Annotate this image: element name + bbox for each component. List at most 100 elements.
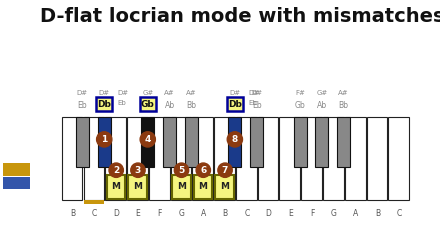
FancyBboxPatch shape	[227, 97, 243, 111]
Text: 1: 1	[101, 135, 107, 144]
Text: G: G	[179, 209, 184, 218]
Circle shape	[174, 163, 189, 177]
Text: D-flat locrian mode with mismatches: D-flat locrian mode with mismatches	[40, 7, 440, 26]
Text: D#: D#	[251, 90, 262, 96]
Bar	[127, 117, 148, 200]
Bar	[62, 117, 82, 200]
Text: G#: G#	[142, 90, 154, 96]
Text: Ab: Ab	[165, 101, 175, 110]
Circle shape	[97, 132, 112, 147]
Circle shape	[109, 163, 123, 177]
Text: M: M	[220, 182, 229, 191]
Text: A#: A#	[186, 90, 197, 96]
Text: M: M	[133, 182, 142, 191]
Circle shape	[140, 132, 155, 147]
Bar	[128, 175, 147, 198]
Bar	[236, 117, 257, 200]
Text: 8: 8	[232, 135, 238, 144]
Text: Gb: Gb	[295, 101, 305, 110]
Circle shape	[218, 163, 232, 177]
Text: A: A	[201, 209, 206, 218]
FancyBboxPatch shape	[140, 97, 156, 111]
Bar	[192, 117, 213, 200]
Bar	[149, 117, 169, 200]
Bar	[389, 117, 409, 200]
Text: Eb: Eb	[77, 101, 87, 110]
Text: Eb: Eb	[248, 100, 257, 106]
Bar	[141, 117, 154, 167]
Text: D#: D#	[248, 90, 260, 96]
Bar	[337, 117, 350, 167]
Text: Db: Db	[97, 99, 111, 108]
Bar	[367, 117, 387, 200]
Text: F#: F#	[295, 90, 305, 96]
Bar	[172, 175, 191, 198]
Bar	[84, 200, 104, 204]
Bar	[4, 163, 30, 176]
Text: M: M	[111, 182, 121, 191]
Bar	[250, 117, 263, 167]
Bar	[106, 175, 125, 198]
Text: 6: 6	[200, 166, 206, 175]
Text: F: F	[310, 209, 314, 218]
Text: B: B	[223, 209, 227, 218]
Text: Eb: Eb	[118, 100, 126, 106]
Bar	[293, 117, 307, 167]
Text: Db: Db	[228, 99, 242, 108]
Text: F: F	[158, 209, 162, 218]
Bar	[279, 117, 300, 200]
Bar	[163, 117, 176, 167]
Bar	[185, 117, 198, 167]
Text: D#: D#	[118, 90, 129, 96]
Bar	[258, 117, 279, 200]
Bar	[171, 117, 191, 200]
Circle shape	[196, 163, 210, 177]
Circle shape	[131, 163, 145, 177]
Text: D: D	[266, 209, 271, 218]
Text: Bb: Bb	[339, 101, 349, 110]
Bar	[76, 117, 89, 167]
Text: basicmusictheory.com: basicmusictheory.com	[14, 83, 19, 142]
Text: Ab: Ab	[317, 101, 327, 110]
Text: C: C	[244, 209, 249, 218]
Circle shape	[227, 132, 242, 147]
Text: A#: A#	[164, 90, 175, 96]
Bar	[345, 117, 366, 200]
Bar	[301, 117, 322, 200]
Text: D: D	[113, 209, 119, 218]
Text: B: B	[375, 209, 380, 218]
Text: E: E	[136, 209, 140, 218]
Text: D#: D#	[99, 90, 110, 96]
Text: Eb: Eb	[252, 101, 261, 110]
Bar	[98, 117, 111, 167]
Text: Bb: Bb	[186, 101, 196, 110]
Text: M: M	[177, 182, 186, 191]
Text: Gb: Gb	[141, 99, 154, 108]
Text: E: E	[288, 209, 293, 218]
Bar	[194, 175, 213, 198]
Text: 4: 4	[145, 135, 151, 144]
Bar	[4, 177, 30, 189]
Text: B: B	[70, 209, 75, 218]
Bar	[84, 117, 104, 200]
Text: A#: A#	[338, 90, 349, 96]
Text: A: A	[353, 209, 358, 218]
Text: G: G	[331, 209, 337, 218]
Text: G#: G#	[316, 90, 327, 96]
Bar	[214, 117, 235, 200]
Text: 5: 5	[178, 166, 185, 175]
Text: C: C	[92, 209, 97, 218]
Text: C: C	[396, 209, 402, 218]
Bar	[228, 117, 242, 167]
Text: D#: D#	[229, 90, 240, 96]
Text: 7: 7	[222, 166, 228, 175]
Bar	[216, 175, 234, 198]
Bar	[323, 117, 344, 200]
Text: M: M	[198, 182, 208, 191]
Bar	[105, 117, 126, 200]
Bar	[315, 117, 329, 167]
Text: 3: 3	[135, 166, 141, 175]
Text: D#: D#	[77, 90, 88, 96]
FancyBboxPatch shape	[96, 97, 112, 111]
Text: 2: 2	[113, 166, 119, 175]
